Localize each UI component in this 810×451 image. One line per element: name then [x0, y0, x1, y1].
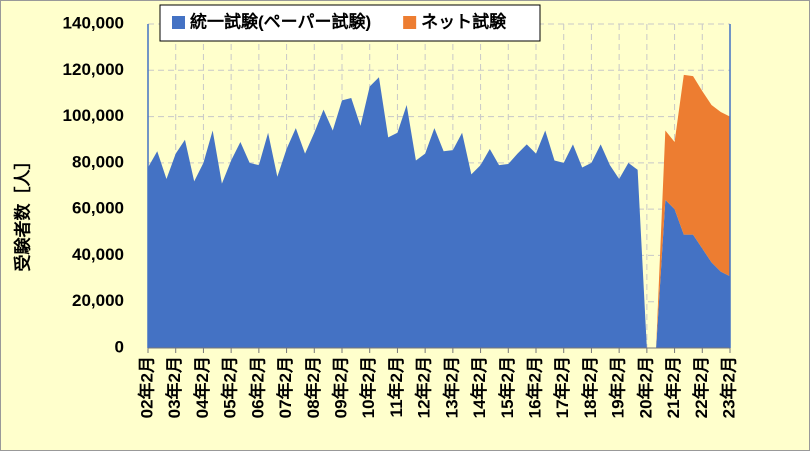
x-tick-label: 11年2月 — [386, 356, 406, 417]
x-tick-label: 12年2月 — [414, 356, 434, 418]
y-tick-label: 60,000 — [72, 199, 124, 218]
y-tick-label: 80,000 — [72, 152, 124, 171]
x-tick-label: 06年2月 — [247, 356, 267, 418]
x-tick-label: 22年2月 — [691, 356, 711, 418]
x-tick-label: 21年2月 — [663, 356, 683, 418]
x-tick-label: 08年2月 — [303, 356, 323, 418]
x-tick-label: 20年2月 — [635, 356, 655, 418]
x-tick-label: 07年2月 — [275, 356, 295, 418]
x-tick-label: 15年2月 — [497, 356, 517, 418]
x-tick-label: 03年2月 — [164, 356, 184, 418]
x-tick-label: 05年2月 — [220, 356, 240, 418]
legend-swatch — [403, 16, 417, 29]
x-tick-label: 10年2月 — [358, 356, 378, 418]
legend-label: ネット試験 — [421, 11, 507, 31]
x-tick-label: 02年2月 — [136, 356, 156, 418]
x-tick-label: 09年2月 — [330, 356, 350, 418]
x-tick-label: 23年2月 — [718, 356, 738, 418]
x-tick-label: 19年2月 — [608, 356, 628, 418]
x-tick-label: 17年2月 — [552, 356, 572, 418]
x-tick-label: 18年2月 — [580, 356, 600, 418]
y-tick-label: 140,000 — [63, 13, 124, 32]
x-tick-label: 13年2月 — [441, 356, 461, 418]
y-tick-label: 0 — [115, 337, 124, 356]
x-tick-label: 14年2月 — [469, 356, 489, 418]
legend-label: 統一試験(ペーパー試験) — [190, 11, 371, 31]
y-tick-label: 120,000 — [63, 60, 124, 79]
x-tick-label: 04年2月 — [192, 356, 212, 418]
area — [148, 77, 730, 348]
legend-swatch — [172, 16, 185, 29]
y-axis-label: 受験者数［人］ — [12, 153, 32, 272]
y-tick-label: 20,000 — [72, 291, 124, 310]
legend-box — [159, 4, 541, 42]
x-tick-label: 16年2月 — [524, 356, 544, 418]
y-tick-label: 40,000 — [72, 245, 124, 264]
y-tick-label: 100,000 — [63, 106, 124, 125]
legend: 統一試験(ペーパー試験) ネット試験 — [159, 4, 541, 42]
